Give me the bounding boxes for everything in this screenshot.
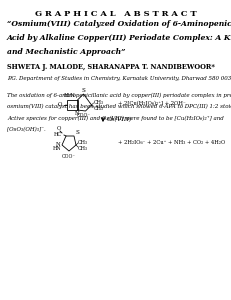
Text: COO⁻: COO⁻ [62, 154, 76, 159]
Text: HN: HN [52, 146, 61, 152]
Text: G R A P H I C A L   A B S T R A C T: G R A P H I C A L A B S T R A C T [35, 11, 196, 19]
Text: Os(VIII): Os(VIII) [107, 117, 132, 123]
Text: CH₃: CH₃ [94, 100, 103, 104]
Text: + 2H₂IO₆⁻ + 2Cu⁺ + NH₃ + CO₂ + 4H₂O: + 2H₂IO₆⁻ + 2Cu⁺ + NH₃ + CO₂ + 4H₂O [118, 140, 225, 145]
Text: Acid by Alkaline Copper(III) Periodate Complex: A Kinetic: Acid by Alkaline Copper(III) Periodate C… [7, 34, 231, 42]
Text: COO⁻: COO⁻ [76, 113, 91, 118]
Text: CH₃: CH₃ [94, 106, 103, 110]
Text: N: N [75, 111, 80, 116]
Text: S: S [75, 130, 79, 135]
Text: [OsO₃(OH)₃]⁻.: [OsO₃(OH)₃]⁻. [7, 127, 46, 132]
Text: O: O [57, 126, 61, 131]
Text: + 2[Cu(H₂IO₆)₂⁺] + 2OH⁻: + 2[Cu(H₂IO₆)₂⁺] + 2OH⁻ [118, 101, 186, 106]
Text: P.G. Department of Studies in Chemistry, Karnatak University, Dharwad 580 003, I: P.G. Department of Studies in Chemistry,… [7, 76, 231, 81]
Text: CH₃: CH₃ [78, 146, 88, 151]
Text: O: O [58, 103, 63, 107]
Text: osmium(VIII) catalyst has been studied which showed 6-APA to DPC(III) 1:2 stoich: osmium(VIII) catalyst has been studied w… [7, 104, 231, 110]
Text: SHWETA J. MALODE, SHARANAPPA T. NANDIBEWOOR*: SHWETA J. MALODE, SHARANAPPA T. NANDIBEW… [7, 63, 215, 71]
Text: CH₃: CH₃ [78, 140, 88, 145]
Text: Active species for copper(III) and Os(VIII) were found to be [Cu(H₂IO₆)₂⁺] and: Active species for copper(III) and Os(VI… [7, 116, 224, 121]
Text: H₂N: H₂N [64, 93, 76, 98]
Text: N: N [56, 142, 61, 148]
Text: The oxidation of 6-aminopenicillanic acid by copper(III) periodate complex in pr: The oxidation of 6-aminopenicillanic aci… [7, 93, 231, 98]
Text: HC: HC [54, 131, 62, 136]
Text: and Mechanistic Approach”: and Mechanistic Approach” [7, 48, 125, 56]
Text: “Osmium(VIII) Catalyzed Oxidation of 6-Aminopenicillanic: “Osmium(VIII) Catalyzed Oxidation of 6-A… [7, 20, 231, 28]
Text: S: S [82, 88, 85, 92]
